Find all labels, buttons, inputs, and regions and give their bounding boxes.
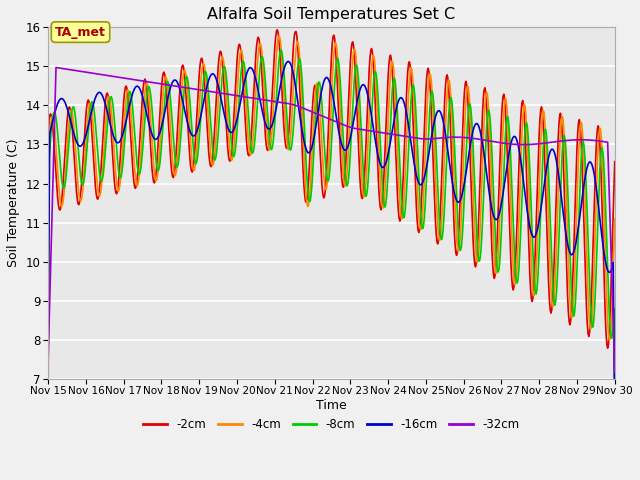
-8cm [168, 123, 176, 129]
Legend: -2cm, -4cm, -8cm, -16cm, -32cm: -2cm, -4cm, -8cm, -16cm, -32cm [139, 414, 524, 436]
X-axis label: Time: Time [316, 399, 347, 412]
-8cm [277, 47, 285, 53]
-32cm [560, 138, 568, 144]
-4cm [193, 144, 201, 150]
-8cm [379, 186, 387, 192]
-2cm [168, 173, 176, 179]
Line: -2cm: -2cm [48, 30, 615, 388]
-16cm [44, 340, 52, 346]
-16cm [193, 128, 201, 134]
Title: Alfalfa Soil Temperatures Set C: Alfalfa Soil Temperatures Set C [207, 7, 456, 22]
-32cm [611, 369, 619, 375]
-2cm [560, 166, 568, 171]
-4cm [168, 156, 176, 161]
-2cm [324, 148, 332, 154]
-4cm [275, 33, 282, 39]
-8cm [611, 415, 619, 420]
-4cm [435, 233, 442, 239]
-4cm [324, 178, 332, 183]
Line: -4cm: -4cm [48, 36, 615, 401]
-16cm [611, 413, 619, 419]
-32cm [435, 135, 442, 141]
Y-axis label: Soil Temperature (C): Soil Temperature (C) [7, 139, 20, 267]
-4cm [560, 123, 568, 129]
Line: -32cm: -32cm [48, 68, 615, 372]
-16cm [379, 165, 387, 170]
-16cm [435, 108, 442, 114]
-8cm [44, 325, 52, 331]
-2cm [273, 27, 281, 33]
-2cm [379, 196, 387, 202]
-8cm [560, 134, 568, 140]
-2cm [44, 385, 52, 391]
-32cm [44, 357, 52, 362]
-32cm [324, 115, 332, 121]
-32cm [194, 86, 202, 92]
-16cm [324, 75, 332, 81]
-32cm [379, 130, 387, 136]
-2cm [435, 238, 442, 244]
-16cm [168, 79, 176, 85]
-2cm [193, 111, 201, 117]
-4cm [379, 205, 387, 211]
-32cm [170, 83, 177, 89]
Line: -8cm: -8cm [48, 50, 615, 418]
-2cm [611, 159, 619, 165]
-4cm [44, 398, 52, 404]
-8cm [193, 158, 201, 164]
-32cm [52, 65, 60, 71]
-8cm [324, 178, 332, 183]
-4cm [611, 216, 619, 222]
Line: -16cm: -16cm [48, 61, 615, 416]
Text: TA_met: TA_met [55, 25, 106, 38]
-16cm [284, 59, 292, 64]
-16cm [560, 213, 568, 219]
-8cm [435, 202, 442, 208]
